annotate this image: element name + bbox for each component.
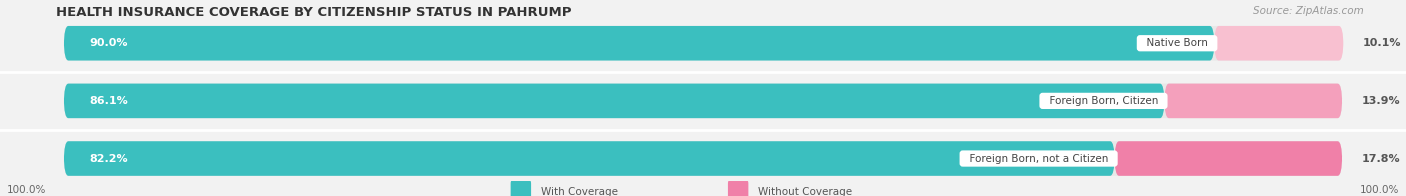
Text: Foreign Born, not a Citizen: Foreign Born, not a Citizen (963, 153, 1115, 163)
Text: 90.0%: 90.0% (90, 38, 128, 48)
FancyBboxPatch shape (510, 181, 531, 196)
Text: 17.8%: 17.8% (1361, 153, 1400, 163)
Text: Native Born: Native Born (1140, 38, 1215, 48)
FancyBboxPatch shape (1164, 83, 1343, 118)
Text: Foreign Born, Citizen: Foreign Born, Citizen (1042, 96, 1164, 106)
Text: 100.0%: 100.0% (7, 185, 46, 195)
FancyBboxPatch shape (63, 83, 1343, 118)
FancyBboxPatch shape (63, 26, 1343, 61)
FancyBboxPatch shape (1115, 141, 1343, 176)
FancyBboxPatch shape (728, 181, 748, 196)
Text: 13.9%: 13.9% (1361, 96, 1400, 106)
Text: HEALTH INSURANCE COVERAGE BY CITIZENSHIP STATUS IN PAHRUMP: HEALTH INSURANCE COVERAGE BY CITIZENSHIP… (56, 6, 572, 19)
Text: 10.1%: 10.1% (1362, 38, 1400, 48)
Text: Without Coverage: Without Coverage (758, 187, 852, 196)
Text: 82.2%: 82.2% (90, 153, 128, 163)
FancyBboxPatch shape (63, 141, 1115, 176)
Text: Source: ZipAtlas.com: Source: ZipAtlas.com (1253, 6, 1364, 16)
FancyBboxPatch shape (63, 83, 1164, 118)
FancyBboxPatch shape (63, 26, 1215, 61)
Text: 86.1%: 86.1% (90, 96, 128, 106)
FancyBboxPatch shape (63, 141, 1343, 176)
Text: With Coverage: With Coverage (541, 187, 617, 196)
FancyBboxPatch shape (1215, 26, 1343, 61)
Text: 100.0%: 100.0% (1360, 185, 1399, 195)
